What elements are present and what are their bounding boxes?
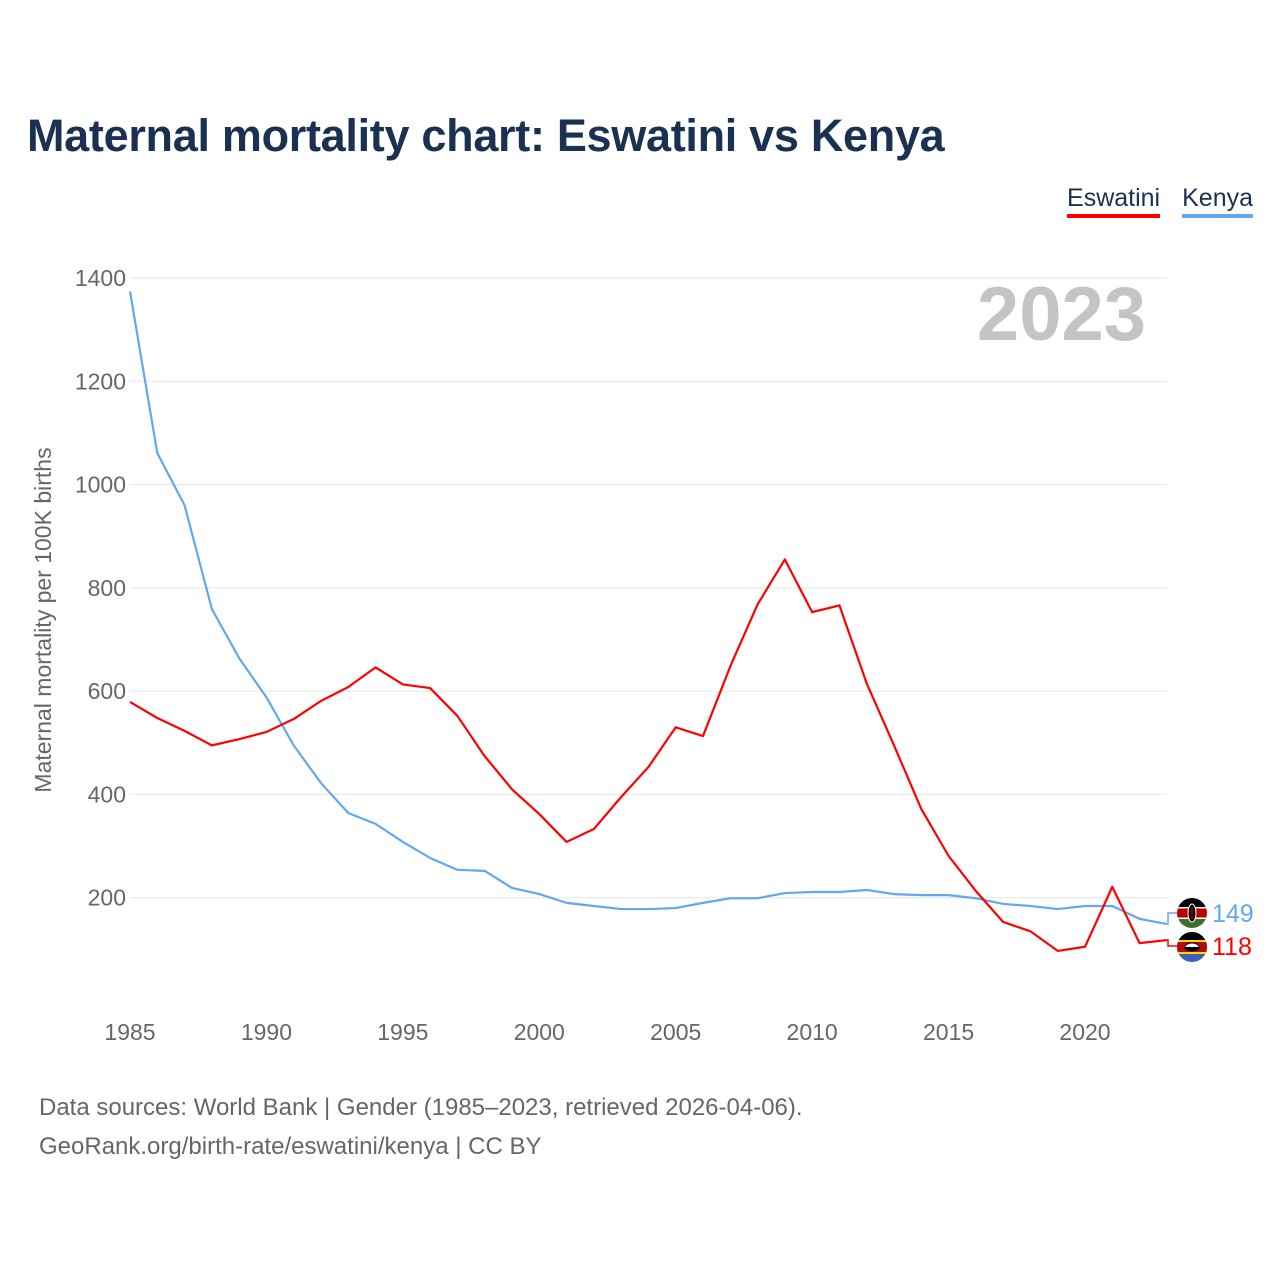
end-value-label: 118: [1212, 933, 1252, 961]
eswatini-flag-icon: [1177, 932, 1207, 962]
x-tick-label: 2015: [923, 1019, 974, 1045]
connector-line: [1166, 912, 1178, 925]
source-line-2[interactable]: GeoRank.org/birth-rate/eswatini/kenya | …: [39, 1133, 542, 1160]
legend: Eswatini Kenya: [1067, 184, 1253, 218]
legend-item-eswatini[interactable]: Eswatini: [1067, 184, 1161, 218]
y-tick-label: 1000: [75, 472, 126, 498]
series-line-kenya: [128, 291, 1168, 926]
y-tick-label: 800: [88, 575, 126, 601]
connector-line: [1166, 939, 1178, 947]
year-label: 2023: [977, 272, 1146, 357]
x-tick-label: 2000: [514, 1019, 565, 1045]
y-tick-label: 200: [88, 885, 126, 911]
y-tick-label: 1400: [75, 265, 126, 291]
y-tick-label: 600: [88, 678, 126, 704]
source-line-1: Data sources: World Bank | Gender (1985–…: [39, 1094, 803, 1121]
source-note: Data sources: World Bank | Gender (1985–…: [39, 1088, 803, 1166]
y-axis-label: Maternal mortality per 100K births: [30, 447, 56, 792]
x-tick-label: 1990: [241, 1019, 292, 1045]
x-tick-label: 1985: [104, 1019, 155, 1045]
series-line-eswatini: [129, 558, 1167, 953]
y-tick-label: 400: [88, 781, 126, 807]
legend-item-kenya[interactable]: Kenya: [1182, 184, 1253, 218]
kenya-flag-icon: [1177, 898, 1207, 928]
end-value-label: 149: [1212, 900, 1254, 928]
x-tick-label: 2010: [787, 1019, 838, 1045]
chart-title: Maternal mortality chart: Eswatini vs Ke…: [27, 110, 945, 161]
y-tick-label: 1200: [75, 368, 126, 394]
x-tick-label: 1995: [377, 1019, 428, 1045]
x-tick-label: 2020: [1059, 1019, 1110, 1045]
x-tick-label: 2005: [650, 1019, 701, 1045]
